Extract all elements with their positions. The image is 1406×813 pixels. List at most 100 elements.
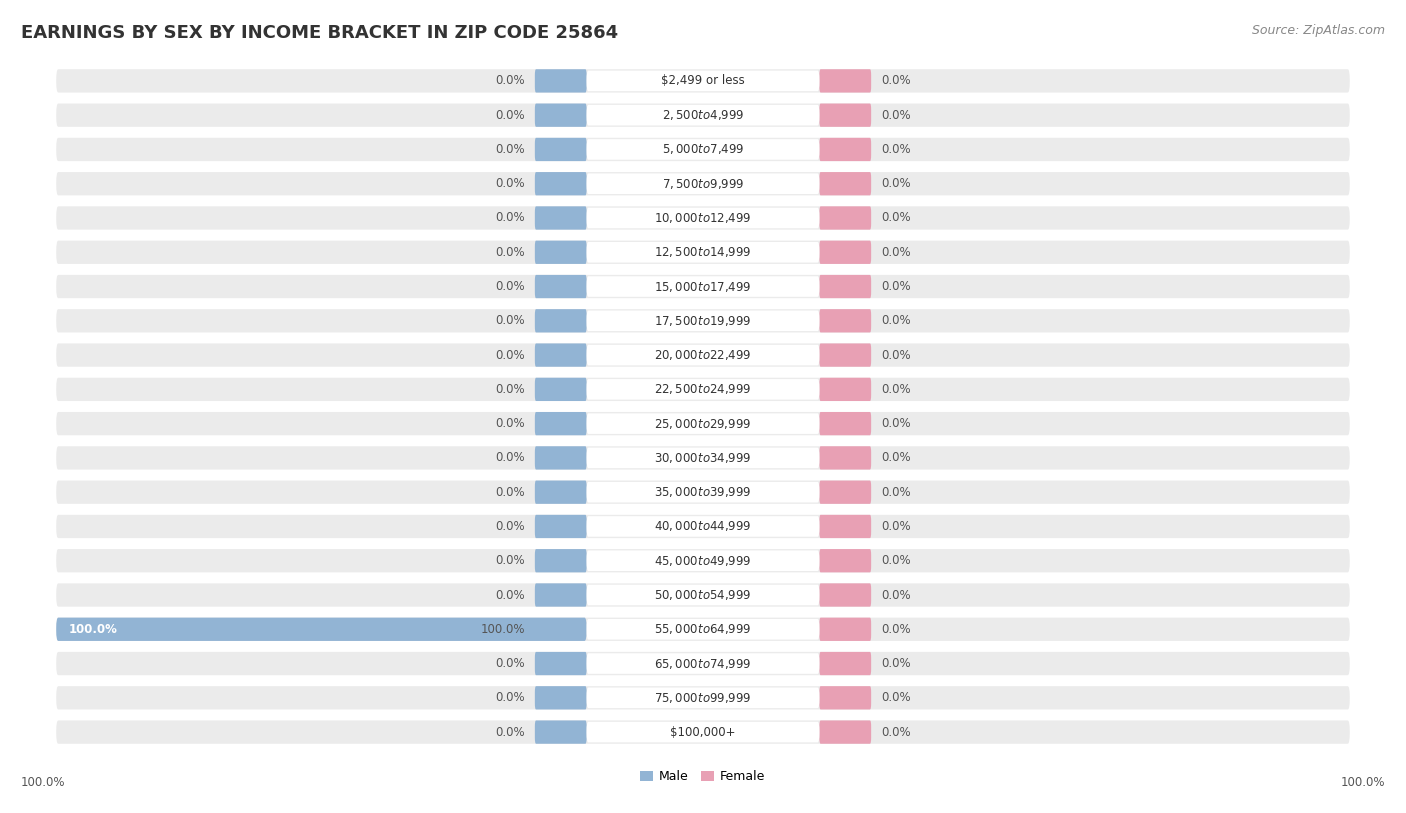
FancyBboxPatch shape	[56, 549, 1350, 572]
FancyBboxPatch shape	[586, 585, 820, 606]
Text: 0.0%: 0.0%	[880, 383, 911, 396]
Text: 0.0%: 0.0%	[880, 589, 911, 602]
FancyBboxPatch shape	[586, 413, 820, 434]
FancyBboxPatch shape	[820, 549, 872, 572]
Text: 0.0%: 0.0%	[880, 280, 911, 293]
Text: Source: ZipAtlas.com: Source: ZipAtlas.com	[1251, 24, 1385, 37]
Text: 0.0%: 0.0%	[495, 383, 526, 396]
FancyBboxPatch shape	[820, 720, 872, 744]
Text: 0.0%: 0.0%	[495, 554, 526, 567]
FancyBboxPatch shape	[586, 311, 820, 331]
Text: 0.0%: 0.0%	[495, 349, 526, 362]
Text: $100,000+: $100,000+	[671, 725, 735, 738]
Text: 0.0%: 0.0%	[495, 109, 526, 122]
FancyBboxPatch shape	[820, 137, 872, 161]
FancyBboxPatch shape	[534, 686, 586, 710]
FancyBboxPatch shape	[820, 412, 872, 435]
FancyBboxPatch shape	[586, 654, 820, 674]
FancyBboxPatch shape	[56, 618, 1350, 641]
FancyBboxPatch shape	[820, 446, 872, 470]
Text: $35,000 to $39,999: $35,000 to $39,999	[654, 485, 752, 499]
FancyBboxPatch shape	[56, 584, 1350, 606]
Text: $10,000 to $12,499: $10,000 to $12,499	[654, 211, 752, 225]
Text: 0.0%: 0.0%	[495, 485, 526, 498]
FancyBboxPatch shape	[56, 343, 1350, 367]
Text: 0.0%: 0.0%	[495, 691, 526, 704]
FancyBboxPatch shape	[534, 446, 586, 470]
Text: 0.0%: 0.0%	[495, 520, 526, 533]
FancyBboxPatch shape	[586, 276, 820, 297]
FancyBboxPatch shape	[586, 550, 820, 571]
FancyBboxPatch shape	[820, 515, 872, 538]
FancyBboxPatch shape	[586, 105, 820, 125]
Text: $75,000 to $99,999: $75,000 to $99,999	[654, 691, 752, 705]
FancyBboxPatch shape	[534, 241, 586, 264]
FancyBboxPatch shape	[820, 618, 872, 641]
FancyBboxPatch shape	[534, 412, 586, 435]
FancyBboxPatch shape	[820, 69, 872, 93]
FancyBboxPatch shape	[56, 69, 1350, 93]
Text: 0.0%: 0.0%	[495, 75, 526, 88]
Text: 0.0%: 0.0%	[880, 657, 911, 670]
Text: 0.0%: 0.0%	[880, 485, 911, 498]
Text: 0.0%: 0.0%	[880, 451, 911, 464]
Text: 0.0%: 0.0%	[880, 211, 911, 224]
FancyBboxPatch shape	[56, 652, 1350, 676]
Text: 0.0%: 0.0%	[495, 589, 526, 602]
Text: $2,500 to $4,999: $2,500 to $4,999	[662, 108, 744, 122]
FancyBboxPatch shape	[820, 480, 872, 504]
Text: 0.0%: 0.0%	[495, 451, 526, 464]
Text: 0.0%: 0.0%	[880, 554, 911, 567]
FancyBboxPatch shape	[56, 720, 1350, 744]
FancyBboxPatch shape	[820, 103, 872, 127]
Text: 0.0%: 0.0%	[880, 520, 911, 533]
FancyBboxPatch shape	[586, 173, 820, 194]
Text: 0.0%: 0.0%	[495, 280, 526, 293]
Text: $50,000 to $54,999: $50,000 to $54,999	[654, 588, 752, 602]
Text: $20,000 to $22,499: $20,000 to $22,499	[654, 348, 752, 362]
Text: 100.0%: 100.0%	[1340, 776, 1385, 789]
FancyBboxPatch shape	[56, 378, 1350, 401]
Text: 0.0%: 0.0%	[880, 623, 911, 636]
FancyBboxPatch shape	[56, 137, 1350, 161]
FancyBboxPatch shape	[56, 275, 1350, 298]
FancyBboxPatch shape	[586, 722, 820, 742]
FancyBboxPatch shape	[534, 720, 586, 744]
Text: 0.0%: 0.0%	[495, 143, 526, 156]
Text: $55,000 to $64,999: $55,000 to $64,999	[654, 622, 752, 637]
FancyBboxPatch shape	[820, 686, 872, 710]
FancyBboxPatch shape	[586, 482, 820, 502]
Text: 100.0%: 100.0%	[481, 623, 526, 636]
FancyBboxPatch shape	[534, 309, 586, 333]
FancyBboxPatch shape	[534, 549, 586, 572]
FancyBboxPatch shape	[56, 480, 1350, 504]
FancyBboxPatch shape	[56, 172, 1350, 195]
Text: 0.0%: 0.0%	[880, 143, 911, 156]
FancyBboxPatch shape	[586, 379, 820, 400]
Text: $2,499 or less: $2,499 or less	[661, 75, 745, 88]
FancyBboxPatch shape	[56, 515, 1350, 538]
FancyBboxPatch shape	[56, 241, 1350, 264]
FancyBboxPatch shape	[586, 448, 820, 468]
Text: 0.0%: 0.0%	[495, 246, 526, 259]
FancyBboxPatch shape	[534, 652, 586, 676]
Text: $40,000 to $44,999: $40,000 to $44,999	[654, 520, 752, 533]
FancyBboxPatch shape	[820, 207, 872, 229]
Text: 0.0%: 0.0%	[880, 417, 911, 430]
Text: 0.0%: 0.0%	[495, 177, 526, 190]
Text: $15,000 to $17,499: $15,000 to $17,499	[654, 280, 752, 293]
FancyBboxPatch shape	[820, 309, 872, 333]
FancyBboxPatch shape	[820, 343, 872, 367]
Text: EARNINGS BY SEX BY INCOME BRACKET IN ZIP CODE 25864: EARNINGS BY SEX BY INCOME BRACKET IN ZIP…	[21, 24, 619, 42]
FancyBboxPatch shape	[534, 343, 586, 367]
FancyBboxPatch shape	[534, 515, 586, 538]
Text: 0.0%: 0.0%	[880, 177, 911, 190]
Text: $65,000 to $74,999: $65,000 to $74,999	[654, 657, 752, 671]
FancyBboxPatch shape	[56, 686, 1350, 710]
FancyBboxPatch shape	[820, 241, 872, 264]
Text: 0.0%: 0.0%	[880, 75, 911, 88]
Text: 0.0%: 0.0%	[495, 657, 526, 670]
FancyBboxPatch shape	[586, 242, 820, 263]
Legend: Male, Female: Male, Female	[636, 765, 770, 789]
FancyBboxPatch shape	[820, 172, 872, 195]
